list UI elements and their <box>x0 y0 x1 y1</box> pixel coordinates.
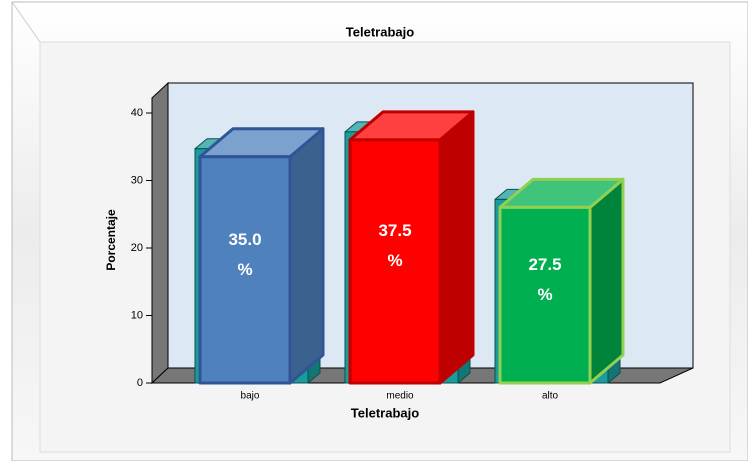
x-axis-label: Teletrabajo <box>351 405 419 420</box>
frame-edge <box>11 1 41 43</box>
bar-side <box>288 127 325 385</box>
y-tick-label: 20 <box>131 242 143 254</box>
bar-side <box>438 110 475 385</box>
side-wall <box>151 81 169 385</box>
bar-side <box>588 177 625 385</box>
y-axis-label: Porcentaje <box>104 209 118 271</box>
bar <box>498 205 592 385</box>
bar <box>198 155 292 385</box>
y-tick-label: 30 <box>131 174 143 186</box>
x-tick-label: alto <box>542 391 559 402</box>
bar <box>348 138 442 385</box>
value-label: 37.5 % <box>378 221 412 271</box>
value-label: 35.0 % <box>228 229 262 279</box>
x-tick-label: bajo <box>241 391 260 402</box>
y-tick-label: 10 <box>131 309 143 321</box>
y-tick-label: 0 <box>137 377 143 389</box>
y-tick-label: 40 <box>131 107 143 119</box>
chart-title: Teletrabajo <box>346 24 414 39</box>
x-tick-label: medio <box>386 391 414 402</box>
value-label: 27.5 % <box>528 255 562 305</box>
